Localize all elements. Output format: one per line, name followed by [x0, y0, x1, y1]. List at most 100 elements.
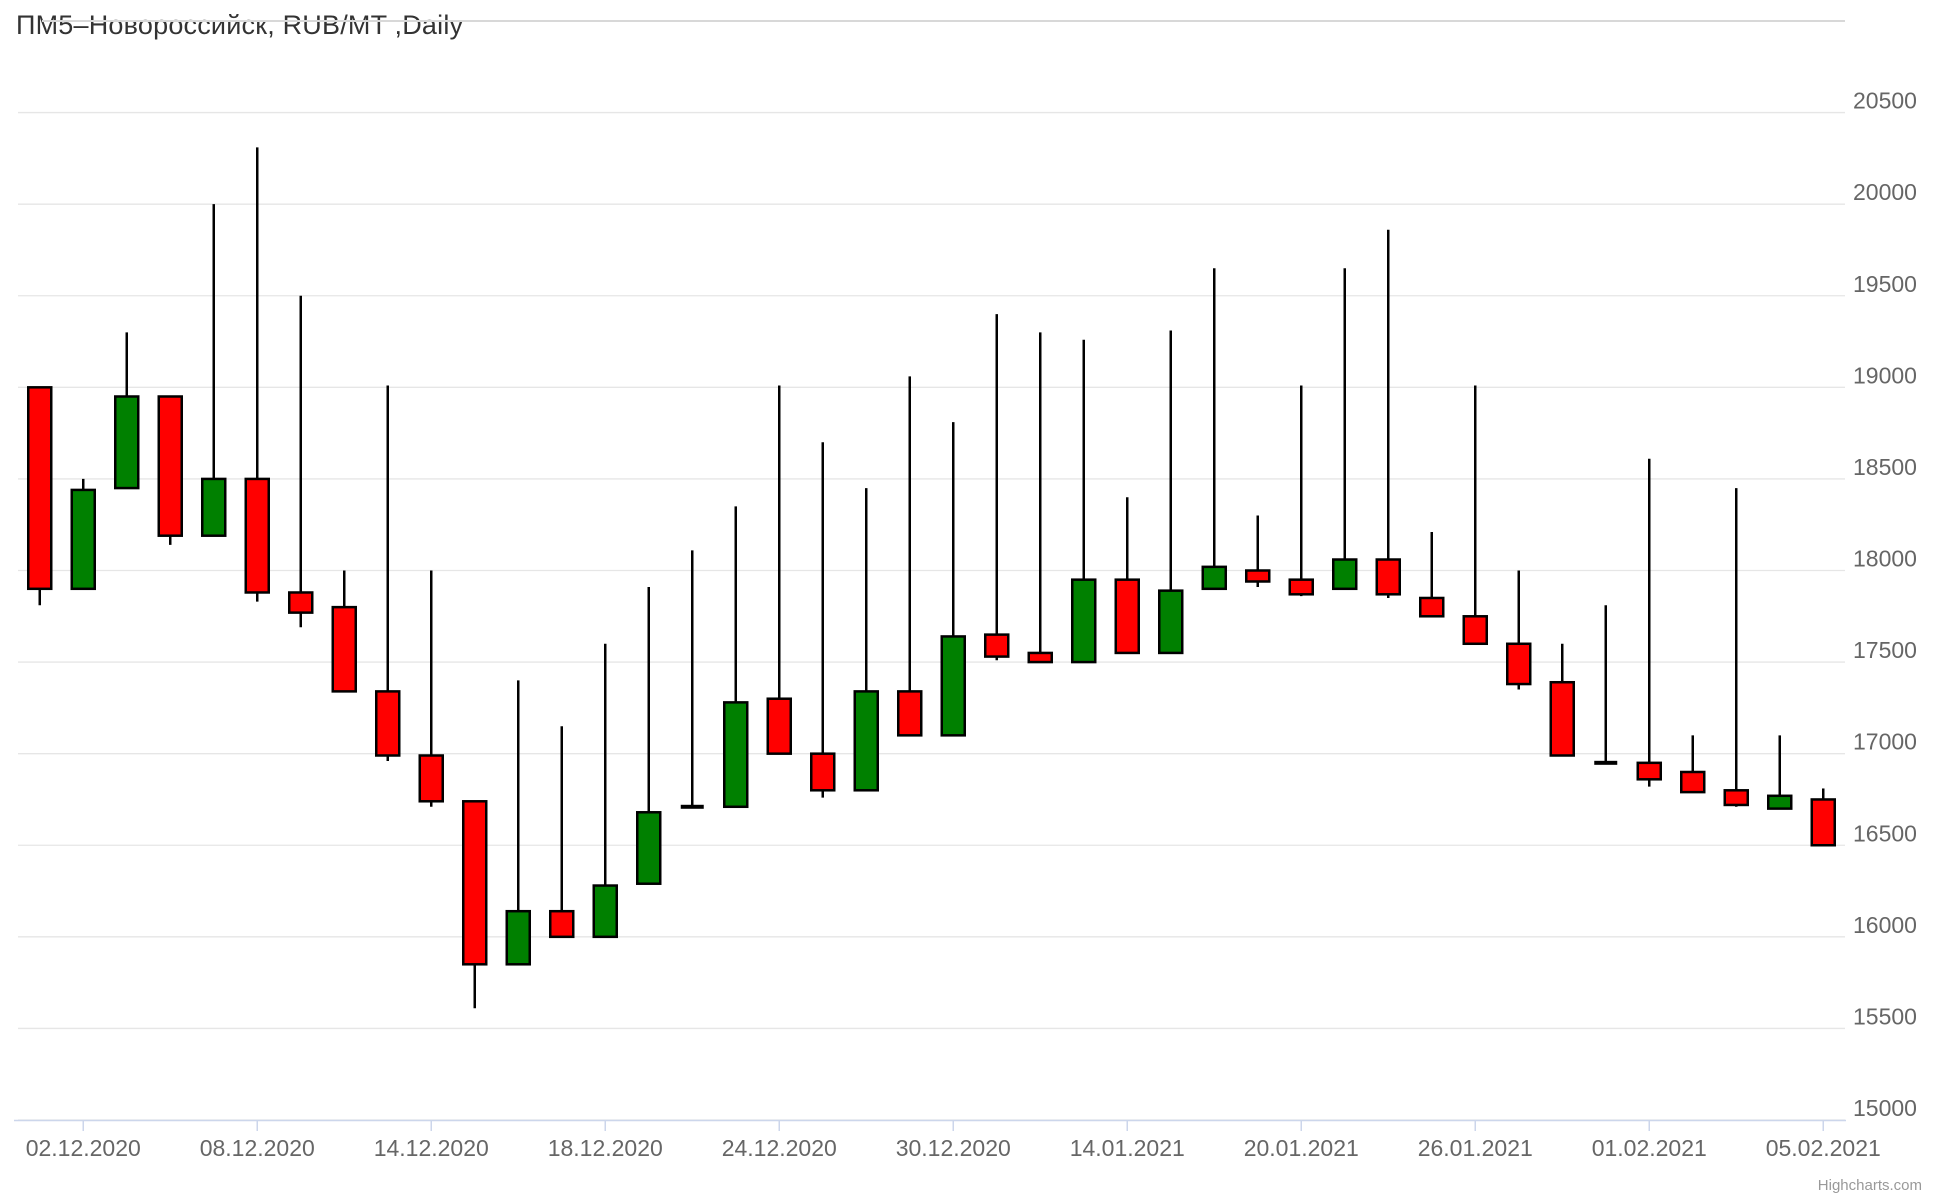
y-axis-label: 17500 [1853, 637, 1917, 663]
candle-body [244, 477, 270, 594]
candle[interactable] [1071, 339, 1097, 664]
candle[interactable] [418, 570, 444, 807]
y-axis-label: 18000 [1853, 546, 1917, 572]
candle-body [1810, 798, 1836, 847]
candle-body [680, 804, 704, 809]
y-axis-label: 15500 [1853, 1003, 1917, 1029]
candle-body [1332, 558, 1358, 591]
candle-body [288, 591, 314, 614]
candle-body [157, 395, 183, 537]
candle-body [1288, 578, 1314, 596]
candle[interactable] [1810, 788, 1836, 847]
x-axis-label: 24.12.2020 [722, 1135, 837, 1161]
candle-body [114, 395, 140, 490]
candle[interactable] [853, 488, 879, 792]
candle[interactable] [810, 442, 836, 798]
candle[interactable] [1288, 385, 1314, 597]
candle[interactable] [1767, 735, 1793, 810]
candle[interactable] [201, 204, 227, 537]
candle-body [853, 690, 879, 792]
candle[interactable] [331, 570, 357, 693]
candle-body [1506, 642, 1532, 686]
candle[interactable] [1462, 385, 1488, 646]
chart-title: ПМ5–Новороссийск, RUB/MT ,Daily [16, 10, 464, 40]
x-axis-label: 20.01.2021 [1244, 1135, 1359, 1161]
candle-body [1636, 761, 1662, 781]
candle[interactable] [940, 422, 966, 737]
candle[interactable] [1375, 229, 1401, 598]
candle-body [1680, 770, 1706, 794]
candle-body [1375, 558, 1401, 596]
candle[interactable] [505, 680, 531, 966]
candle-body [549, 909, 575, 939]
candle[interactable] [157, 395, 183, 545]
candle-body [1419, 596, 1445, 618]
candle-body [897, 690, 923, 737]
candle[interactable] [1245, 515, 1271, 587]
candle-body [636, 811, 662, 885]
x-axis-label: 18.12.2020 [548, 1135, 663, 1161]
x-axis-label: 14.12.2020 [374, 1135, 489, 1161]
candle[interactable] [680, 550, 704, 809]
highcharts-credits-link[interactable]: Highcharts.com [1817, 1177, 1922, 1194]
candle-body [505, 909, 531, 966]
candle-body [1114, 578, 1140, 655]
candle-body [1071, 578, 1097, 664]
candle-body [462, 800, 488, 966]
candle[interactable] [244, 147, 270, 602]
candle[interactable] [1114, 497, 1140, 655]
y-axis-label: 20500 [1853, 88, 1917, 114]
candle-body [201, 477, 227, 537]
candle[interactable] [1158, 330, 1184, 655]
candle-body [1245, 569, 1271, 583]
candle[interactable] [288, 295, 314, 628]
candle[interactable] [592, 643, 618, 939]
candle-body [940, 635, 966, 737]
candle[interactable] [897, 376, 923, 737]
candle[interactable] [462, 800, 488, 1009]
candle[interactable] [1027, 332, 1053, 664]
candle-body [1027, 651, 1053, 664]
candle[interactable] [27, 386, 53, 606]
candle[interactable] [1723, 488, 1749, 807]
candle-body [810, 752, 836, 792]
candle[interactable] [70, 478, 96, 591]
candle[interactable] [549, 726, 575, 939]
candle[interactable] [984, 314, 1010, 661]
candle[interactable] [1636, 458, 1662, 787]
candle-body [1549, 680, 1575, 757]
y-axis-label: 17000 [1853, 729, 1917, 755]
candle-body [375, 690, 401, 757]
candle[interactable] [1594, 605, 1618, 765]
x-axis-label: 30.12.2020 [896, 1135, 1011, 1161]
candle[interactable] [1419, 532, 1445, 618]
candle[interactable] [1549, 643, 1575, 757]
candle-body [331, 605, 357, 693]
candle-body [1158, 589, 1184, 655]
candle-body [723, 701, 749, 809]
candle-body [1201, 565, 1227, 591]
y-axis-label: 16500 [1853, 820, 1917, 846]
candle[interactable] [636, 586, 662, 885]
x-axis-label: 26.01.2021 [1418, 1135, 1533, 1161]
candle-body [70, 488, 96, 591]
candle-body [1767, 794, 1793, 810]
candle-body [1594, 760, 1618, 765]
y-axis-label: 19000 [1853, 362, 1917, 388]
y-axis-label: 18500 [1853, 454, 1917, 480]
candle-body [418, 754, 444, 803]
candle-body [1462, 615, 1488, 646]
y-axis-label: 16000 [1853, 912, 1917, 938]
x-axis-label: 14.01.2021 [1070, 1135, 1185, 1161]
candle[interactable] [1506, 570, 1532, 690]
candle[interactable] [766, 385, 792, 755]
candle[interactable] [375, 385, 401, 761]
candle[interactable] [723, 506, 749, 809]
candle[interactable] [114, 332, 140, 490]
candle-body [766, 697, 792, 755]
candle[interactable] [1201, 268, 1227, 591]
candle[interactable] [1332, 268, 1358, 591]
candle[interactable] [1680, 735, 1706, 794]
